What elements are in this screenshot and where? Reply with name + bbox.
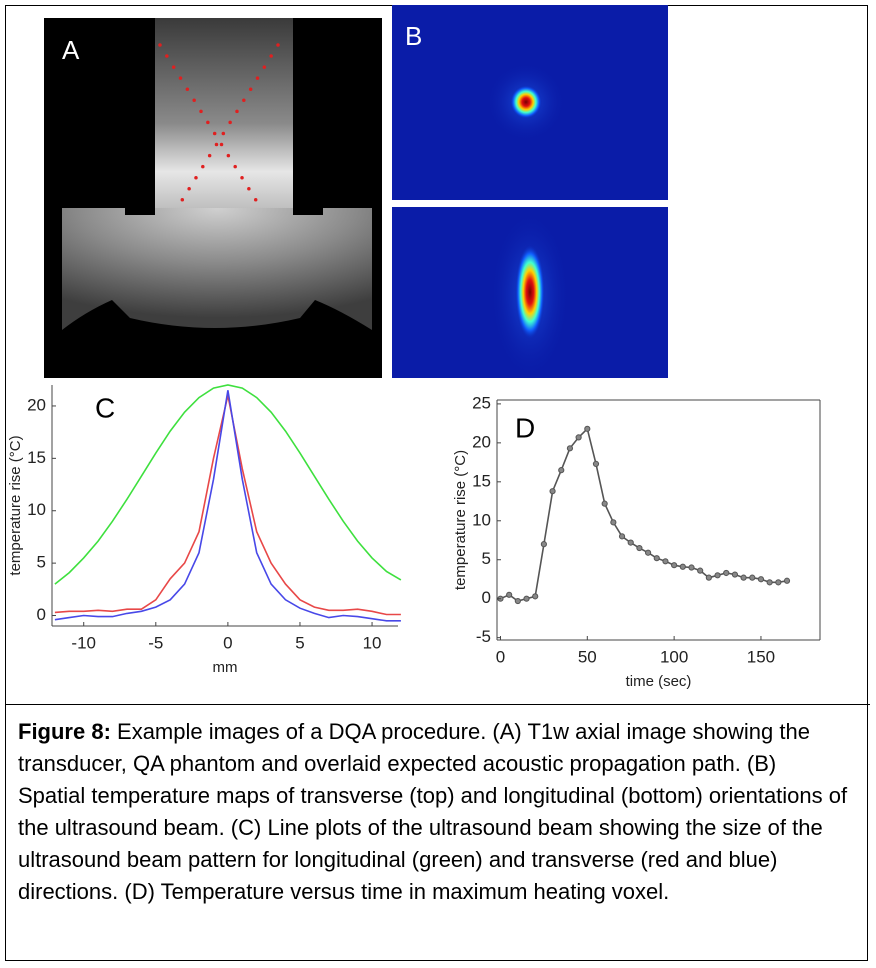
x-tick-label: 50 [578, 647, 597, 666]
data-point [602, 501, 607, 506]
x-axis-label: mm [213, 659, 238, 676]
y-tick-label: 15 [27, 448, 46, 467]
data-point [724, 570, 729, 575]
y-tick-label: -5 [476, 627, 491, 646]
y-tick-label: 10 [27, 500, 46, 519]
x-tick-label: 5 [295, 633, 304, 652]
data-point [559, 468, 564, 473]
panel-label: C [95, 392, 115, 423]
data-point [515, 598, 520, 603]
plot-area [497, 400, 820, 640]
y-tick-label: 0 [37, 605, 46, 624]
data-point [628, 540, 633, 545]
data-point [541, 542, 546, 547]
y-tick-label: 20 [27, 395, 46, 414]
panel-label: A [62, 35, 80, 65]
data-point [776, 580, 781, 585]
data-point [585, 426, 590, 431]
separator [5, 704, 870, 705]
y-tick-label: 5 [37, 553, 46, 572]
data-point [533, 594, 538, 599]
panel-a-image: A [44, 18, 382, 378]
data-point [689, 565, 694, 570]
data-point [732, 572, 737, 577]
data-point [507, 592, 512, 597]
data-point [663, 559, 668, 564]
data-point [524, 596, 529, 601]
x-tick-label: 100 [660, 647, 688, 666]
panel-b-image: B [392, 5, 668, 380]
y-tick-label: 15 [472, 471, 491, 490]
caption-label: Figure 8: [18, 719, 111, 744]
x-tick-label: 0 [496, 647, 505, 666]
data-point [619, 534, 624, 539]
y-axis-label: temperature rise (°C) [452, 450, 469, 590]
data-point [567, 446, 572, 451]
data-point [672, 563, 677, 568]
data-point [784, 578, 789, 583]
x-tick-label: -10 [71, 633, 96, 652]
y-tick-label: 20 [472, 432, 491, 451]
data-point [637, 545, 642, 550]
page: {"panels": {"a": "A", "b": "B"}, "chart_… [0, 0, 876, 968]
data-point [593, 461, 598, 466]
data-point [767, 580, 772, 585]
panel-label: D [515, 412, 535, 443]
x-tick-label: 10 [363, 633, 382, 652]
x-tick-label: -5 [148, 633, 163, 652]
data-point [611, 520, 616, 525]
y-tick-label: 25 [472, 393, 491, 412]
y-tick-label: 5 [482, 549, 491, 568]
y-tick-label: 0 [482, 588, 491, 607]
y-axis-label: temperature rise (°C) [7, 435, 24, 575]
data-point [576, 435, 581, 440]
data-point [698, 568, 703, 573]
panel-label: B [405, 21, 422, 51]
x-tick-label: 0 [223, 633, 232, 652]
y-tick-label: 10 [472, 510, 491, 529]
data-point [715, 573, 720, 578]
x-tick-label: 150 [747, 647, 775, 666]
caption: Figure 8: Example images of a DQA proced… [18, 716, 848, 908]
data-point [654, 556, 659, 561]
data-point [550, 489, 555, 494]
data-point [741, 575, 746, 580]
data-point [706, 575, 711, 580]
caption-text: Example images of a DQA procedure. (A) T… [18, 719, 847, 904]
data-point [750, 575, 755, 580]
x-axis-label: time (sec) [626, 673, 692, 690]
data-point [758, 577, 763, 582]
data-point [680, 564, 685, 569]
data-point [645, 550, 650, 555]
